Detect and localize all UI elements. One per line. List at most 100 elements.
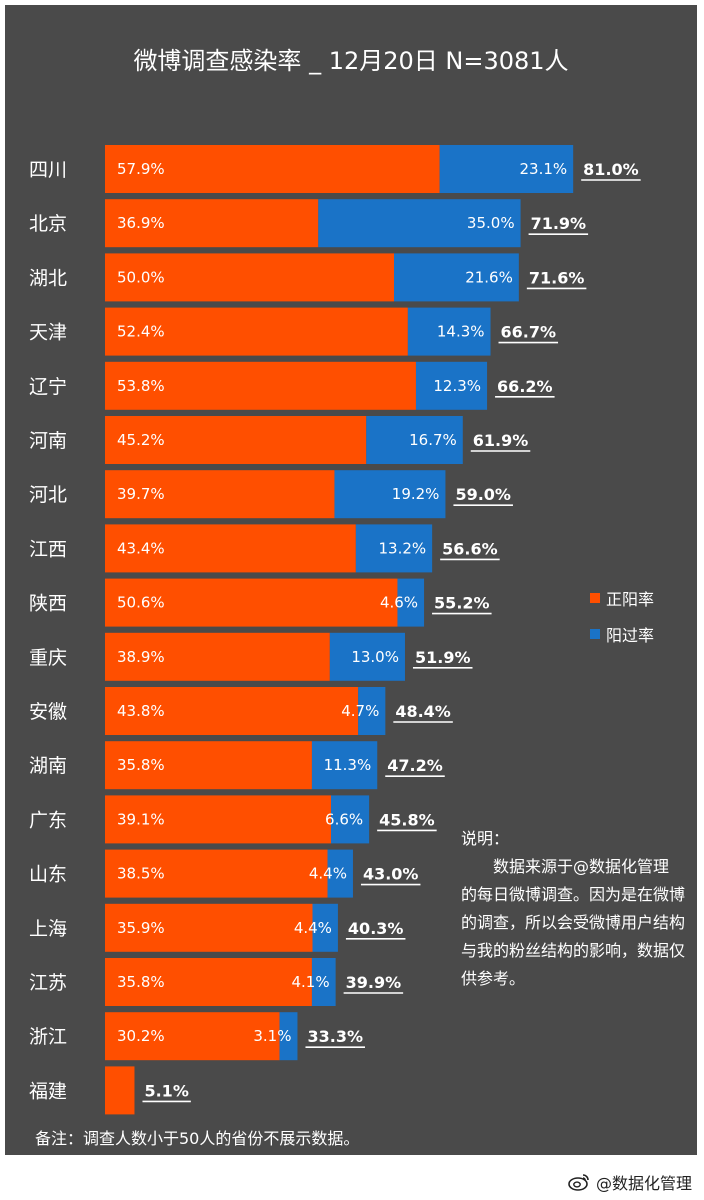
bar-positive-5 — [105, 416, 367, 464]
legend-swatch-positive — [590, 593, 600, 603]
bar-recovered-7 — [355, 524, 433, 573]
chart-title: 微博调查感染率 _ 12月20日 N=3081人 — [133, 47, 569, 75]
row-label-17: 福建 — [29, 1080, 67, 1102]
note-box: 说明： 数据来源于@数据化管理 的每日微博调查。因为是在微博的调查，所以会受微博… — [461, 825, 686, 993]
label-positive-9: 38.9% — [117, 648, 165, 666]
label-positive-4: 53.8% — [117, 377, 165, 395]
chart-frame: 微博调查感染率 _ 12月20日 N=3081人 四川 57.9% 23.1% 81.… — [5, 5, 697, 1155]
row-label-15: 江苏 — [29, 972, 67, 994]
label-recovered-3: 14.3% — [437, 323, 485, 341]
label-positive-13: 38.5% — [117, 865, 165, 883]
bar-positive-0 — [105, 145, 440, 193]
label-positive-3: 52.4% — [117, 323, 165, 341]
bar-recovered-1 — [318, 199, 521, 248]
bar-recovered-14 — [312, 903, 338, 952]
bar-positive-14 — [105, 903, 313, 952]
legend-item-positive: 正阳率 — [590, 580, 654, 616]
watermark: @数据化管理 — [568, 1170, 692, 1194]
label-recovered-9: 13.0% — [351, 648, 399, 666]
bar-recovered-6 — [334, 470, 446, 519]
row-label-7: 江西 — [29, 538, 67, 560]
label-total-6: 59.0% — [455, 485, 511, 504]
row-label-14: 上海 — [29, 918, 67, 940]
label-total-12: 45.8% — [379, 810, 435, 829]
bar-recovered-8 — [397, 578, 425, 627]
bar-recovered-2 — [394, 253, 519, 302]
label-positive-7: 43.4% — [117, 539, 165, 557]
label-total-11: 47.2% — [387, 756, 443, 775]
note-body: 数据来源于@数据化管理 的每日微博调查。因为是在微博的调查，所以会受微博用户结构… — [461, 857, 686, 988]
bar-positive-17 — [105, 1066, 135, 1115]
bar-positive-7 — [105, 524, 356, 573]
bar-recovered-12 — [330, 795, 370, 844]
row-label-13: 山东 — [29, 864, 67, 886]
label-positive-6: 39.7% — [117, 485, 165, 503]
label-total-7: 56.6% — [442, 539, 498, 558]
bar-positive-15 — [105, 958, 312, 1006]
label-recovered-15: 4.1% — [292, 973, 330, 991]
row-label-6: 河北 — [29, 484, 67, 506]
note-heading: 说明： — [461, 829, 510, 848]
bar-positive-13 — [105, 849, 328, 898]
bar-recovered-4 — [415, 361, 488, 410]
label-recovered-14: 4.4% — [294, 919, 332, 937]
label-positive-11: 35.8% — [117, 756, 165, 774]
row-label-12: 广东 — [29, 809, 67, 831]
legend-label-recovered: 阳过率 — [606, 626, 655, 645]
bar-positive-10 — [105, 687, 359, 735]
label-positive-1: 36.9% — [117, 214, 165, 232]
label-recovered-12: 6.6% — [325, 810, 363, 828]
label-positive-16: 30.2% — [117, 1027, 165, 1045]
label-total-2: 71.6% — [529, 268, 585, 287]
bar-recovered-10 — [358, 687, 386, 735]
row-label-11: 湖南 — [29, 755, 67, 777]
label-recovered-6: 19.2% — [392, 485, 440, 503]
weibo-logo-icon — [568, 1174, 589, 1191]
row-label-0: 四川 — [29, 159, 67, 181]
label-recovered-13: 4.4% — [309, 865, 347, 883]
label-positive-12: 39.1% — [117, 810, 165, 828]
row-label-2: 湖北 — [29, 267, 67, 289]
stacked-bar-chart: 四川 57.9% 23.1% 81.0% 北京 36.9% 35.0% 71.9% 湖北 50.0… — [29, 145, 641, 1115]
bar-positive-12 — [105, 795, 331, 844]
bar-positive-16 — [105, 1012, 280, 1061]
label-recovered-16: 3.1% — [253, 1027, 291, 1045]
label-positive-5: 45.2% — [117, 431, 165, 449]
label-positive-10: 43.8% — [117, 702, 165, 720]
bar-recovered-0 — [439, 145, 574, 193]
label-total-1: 71.9% — [531, 214, 587, 233]
bar-positive-8 — [105, 578, 398, 627]
label-total-13: 43.0% — [363, 865, 419, 884]
label-total-15: 39.9% — [346, 973, 402, 992]
label-recovered-2: 21.6% — [465, 268, 513, 286]
legend-item-recovered: 阳过率 — [590, 616, 654, 652]
label-total-3: 66.7% — [501, 323, 557, 342]
watermark-text: @数据化管理 — [595, 1174, 692, 1193]
row-label-5: 河南 — [29, 430, 67, 452]
bar-recovered-5 — [366, 416, 463, 464]
label-recovered-1: 35.0% — [467, 214, 515, 232]
label-positive-8: 50.6% — [117, 594, 165, 612]
row-label-10: 安徽 — [29, 701, 67, 723]
legend: 正阳率 阳过率 — [590, 580, 654, 652]
bar-recovered-15 — [311, 958, 336, 1006]
bar-recovered-16 — [279, 1012, 298, 1061]
label-recovered-4: 12.3% — [433, 377, 481, 395]
bar-positive-3 — [105, 307, 408, 356]
label-total-8: 55.2% — [434, 594, 490, 613]
footnote: 备注：调查人数小于50人的省份不展示数据。 — [35, 1129, 360, 1148]
bar-recovered-13 — [327, 849, 353, 898]
label-recovered-8: 4.6% — [380, 594, 418, 612]
label-total-9: 51.9% — [415, 648, 471, 667]
label-recovered-5: 16.7% — [409, 431, 457, 449]
row-label-9: 重庆 — [29, 647, 67, 669]
row-label-1: 北京 — [29, 213, 67, 235]
row-label-4: 辽宁 — [29, 376, 67, 398]
label-recovered-0: 23.1% — [520, 160, 568, 178]
label-recovered-10: 4.7% — [341, 702, 379, 720]
label-total-16: 33.3% — [307, 1027, 363, 1046]
label-positive-2: 50.0% — [117, 268, 165, 286]
label-total-10: 48.4% — [395, 702, 451, 721]
label-total-0: 81.0% — [583, 160, 639, 179]
label-positive-15: 35.8% — [117, 973, 165, 991]
